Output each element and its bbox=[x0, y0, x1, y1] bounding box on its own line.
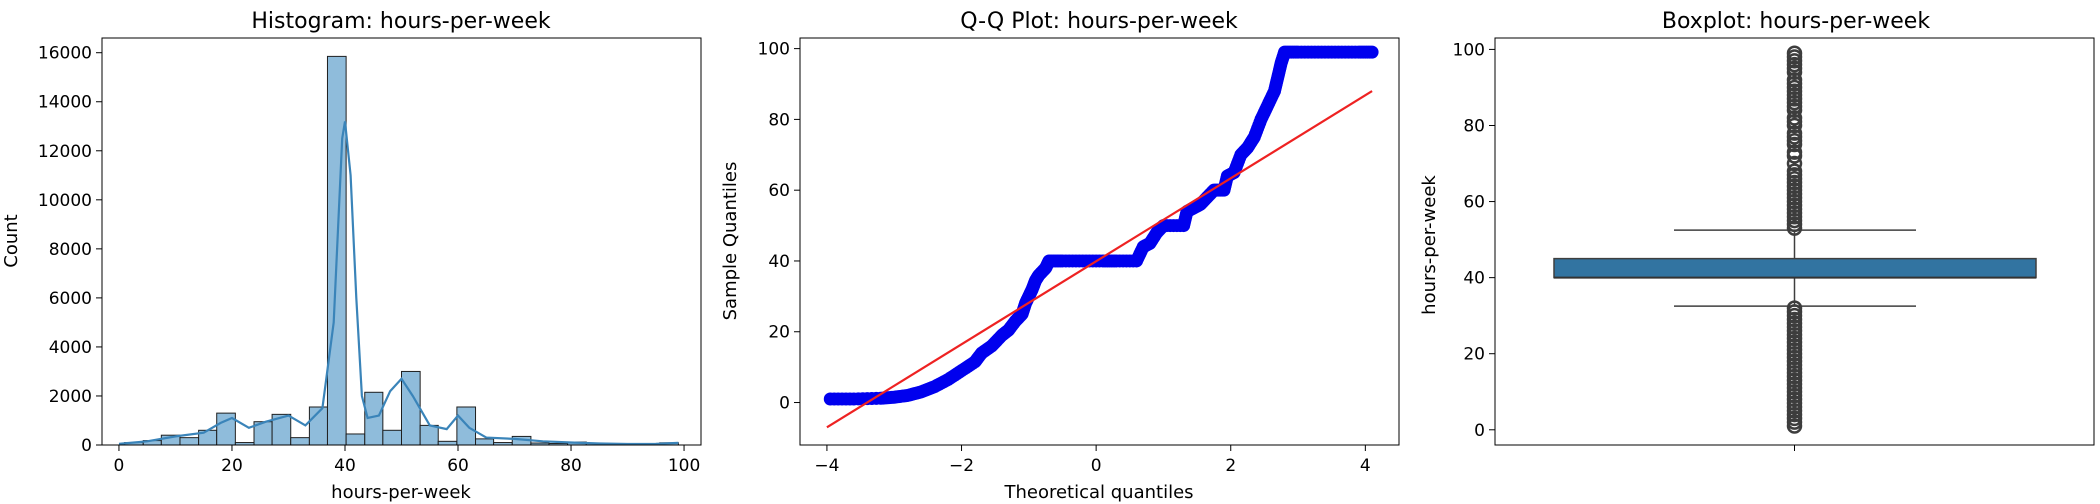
histogram-xtick-label: 100 bbox=[668, 456, 700, 476]
boxplot-ticks: 0 20 40 60 80 100 bbox=[1453, 40, 1795, 451]
qq-xlabel: Theoretical quantiles bbox=[1003, 482, 1193, 503]
boxplot-panel: Boxplot: hours-per-week 0 20 40 60 80 100 hou… bbox=[1419, 9, 2095, 451]
histogram-frame bbox=[101, 37, 702, 446]
qq-xtick-label: 0 bbox=[1091, 456, 1102, 476]
histogram-panel: Histogram: hours-per-week 0 20 40 60 80 100 0 2… bbox=[1, 9, 702, 503]
qq-title: Q-Q Plot: hours-per-week bbox=[960, 9, 1238, 34]
boxplot-outlier bbox=[1786, 300, 1803, 316]
histogram-bar bbox=[382, 429, 403, 446]
histogram-xtick-label: 60 bbox=[447, 456, 469, 476]
histogram-bar bbox=[437, 440, 458, 446]
histogram-xtick-label: 40 bbox=[334, 456, 356, 476]
qq-points bbox=[823, 45, 1379, 406]
boxplot-title: Boxplot: hours-per-week bbox=[1662, 9, 1930, 34]
boxplot-ytick-label: 60 bbox=[1463, 193, 1485, 213]
boxplot-box bbox=[1553, 257, 2037, 279]
qq-ytick-label: 20 bbox=[768, 323, 790, 343]
qq-ytick-label: 0 bbox=[779, 394, 790, 414]
boxplot-outlier bbox=[1786, 125, 1803, 141]
qq-xtick-label: −2 bbox=[949, 456, 974, 476]
histogram-ytick-label: 2000 bbox=[49, 387, 92, 407]
histogram-ytick-label: 6000 bbox=[49, 289, 92, 309]
histogram-ytick-label: 12000 bbox=[38, 142, 92, 162]
boxplot-ytick-label: 100 bbox=[1453, 40, 1485, 60]
histogram-bar bbox=[179, 437, 200, 446]
histogram-ticks: 0 20 40 60 80 100 0 2000 4000 6000 8000 10000 12000 1… bbox=[38, 44, 700, 476]
histogram-ytick-label: 0 bbox=[81, 436, 92, 456]
qq-frame bbox=[799, 37, 1400, 446]
boxplot-outlier bbox=[1786, 144, 1803, 160]
boxplot-outlier bbox=[1786, 72, 1803, 88]
boxplot-outlier bbox=[1786, 155, 1803, 172]
histogram-xlabel: hours-per-week bbox=[331, 482, 471, 503]
qq-point bbox=[1365, 45, 1379, 59]
qq-ylabel: Sample Quantiles bbox=[720, 162, 741, 321]
boxplot-ylabel: hours-per-week bbox=[1419, 175, 1440, 315]
boxplot-ytick-label: 40 bbox=[1463, 269, 1485, 289]
boxplot-outlier bbox=[1786, 163, 1803, 179]
histogram-bar bbox=[419, 424, 439, 446]
boxplot-ytick-label: 80 bbox=[1463, 116, 1485, 136]
histogram-ytick-label: 14000 bbox=[38, 93, 92, 113]
histogram-ytick-label: 10000 bbox=[38, 191, 92, 211]
boxplot-outlier bbox=[1786, 45, 1803, 61]
histogram-kde-line bbox=[118, 121, 679, 446]
histogram-xtick-label: 80 bbox=[560, 456, 582, 476]
boxplot-body bbox=[1553, 45, 2037, 434]
qq-ytick-label: 60 bbox=[768, 181, 790, 201]
qq-reference-line bbox=[826, 90, 1373, 429]
histogram-ytick-label: 8000 bbox=[49, 240, 92, 260]
qq-xtick-label: 2 bbox=[1225, 456, 1236, 476]
histogram-ylabel: Count bbox=[1, 214, 22, 267]
qq-xtick-label: 4 bbox=[1360, 456, 1371, 476]
qq-ytick-label: 100 bbox=[758, 40, 790, 60]
boxplot-outlier bbox=[1786, 110, 1803, 126]
histogram-ytick-label: 4000 bbox=[49, 338, 92, 358]
histogram-bar bbox=[345, 433, 366, 446]
histogram-bar bbox=[475, 438, 495, 446]
qq-xtick-label: −4 bbox=[814, 456, 839, 476]
qq-ytick-label: 40 bbox=[768, 252, 790, 272]
boxplot-ytick-label: 20 bbox=[1463, 345, 1485, 365]
histogram-xtick-label: 0 bbox=[114, 456, 125, 476]
histogram-bar bbox=[290, 437, 310, 446]
qq-ytick-label: 80 bbox=[768, 110, 790, 130]
histogram-ytick-label: 16000 bbox=[38, 44, 92, 64]
histogram-bars bbox=[124, 55, 679, 446]
histogram-title: Histogram: hours-per-week bbox=[251, 9, 550, 34]
histogram-xtick-label: 20 bbox=[221, 456, 243, 476]
qq-panel: Q-Q Plot: hours-per-week −4 −2 0 2 402040608… bbox=[720, 9, 1400, 503]
boxplot-ytick-label: 0 bbox=[1474, 421, 1485, 441]
